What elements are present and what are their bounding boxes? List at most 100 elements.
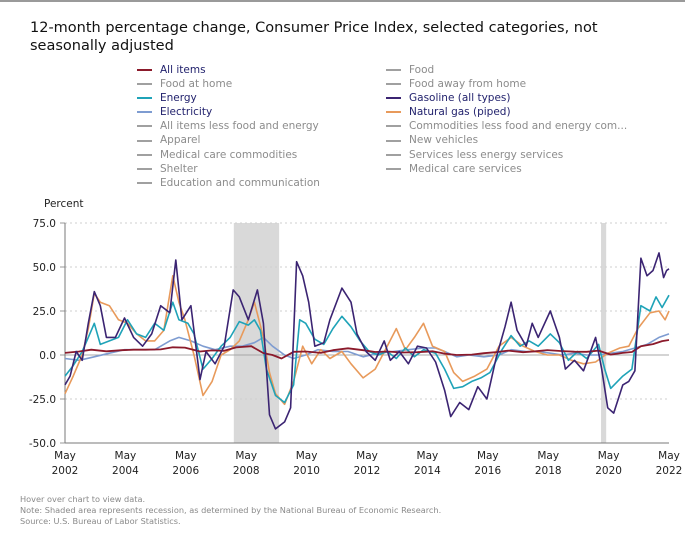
legend-swatch-icon	[386, 111, 401, 114]
y-tick-labels: 75.0 50.0 25.0 0.0 -25.0 -50.0	[29, 218, 56, 450]
y-tick-label: 0.0	[39, 350, 56, 362]
y-tick-label: 75.0	[33, 218, 56, 230]
x-tick-label-year: 2010	[293, 465, 320, 477]
legend-swatch-icon	[386, 97, 401, 100]
y-tick-label: -50.0	[29, 438, 56, 450]
x-tick-label-year: 2018	[535, 465, 562, 477]
legend-item[interactable]: Electricity	[137, 105, 320, 119]
x-tick-label-year: 2008	[233, 465, 260, 477]
legend-label: Medical care commodities	[160, 148, 298, 161]
legend-item[interactable]: Medical care services	[386, 162, 627, 176]
x-tick-labels: May 2002 May 2004 May 2006 May 2008 May 2010 May 20…	[52, 450, 683, 477]
recession-band	[601, 223, 607, 443]
legend-item[interactable]: All items less food and energy	[137, 119, 320, 133]
footnotes: Hover over chart to view data. Note: Sha…	[20, 494, 441, 527]
series-line-electricity[interactable]	[64, 333, 670, 362]
legend-label: Food away from home	[409, 78, 527, 91]
y-tick-label: -25.0	[29, 394, 56, 406]
legend-item[interactable]: New vehicles	[386, 133, 627, 147]
legend-item[interactable]: Gasoline (all types)	[386, 91, 627, 105]
legend-item[interactable]: Natural gas (piped)	[386, 105, 627, 119]
series-lines[interactable]	[64, 252, 670, 430]
legend-swatch-icon	[137, 111, 152, 114]
x-tick-label-month: May	[54, 450, 76, 462]
legend-label: New vehicles	[409, 134, 479, 147]
x-tick-label-month: May	[235, 450, 257, 462]
y-axis-label: Percent	[44, 198, 84, 210]
legend-label: Natural gas (piped)	[409, 106, 511, 119]
legend-item[interactable]: Food away from home	[386, 77, 627, 91]
x-tick-label-month: May	[175, 450, 197, 462]
y-tick-label: 25.0	[33, 306, 56, 318]
legend-label: Apparel	[160, 134, 201, 147]
x-tick-label-month: May	[356, 450, 378, 462]
hover-hint: Hover over chart to view data.	[20, 494, 146, 504]
gridlines	[60, 222, 669, 444]
legend-item[interactable]: Commodities less food and energy com...	[386, 119, 627, 133]
legend-label: Education and communication	[160, 176, 320, 189]
legend-swatch-icon	[386, 83, 401, 86]
legend-swatch-icon	[137, 69, 152, 72]
legend-swatch-icon	[386, 139, 401, 142]
x-tick-label-month: May	[537, 450, 559, 462]
legend-swatch-icon	[137, 97, 152, 100]
legend-swatch-icon	[386, 167, 401, 170]
legend-left-column: All items Food at home Energy Electricity Al…	[137, 63, 320, 190]
x-tick-label-year: 2006	[172, 465, 199, 477]
legend-label: Food at home	[160, 78, 233, 91]
recession-note: Note: Shaded area represents recession, …	[20, 505, 442, 515]
legend-label: Shelter	[160, 162, 198, 175]
x-tick-label-month: May	[296, 450, 318, 462]
top-border	[0, 0, 685, 2]
series-line-gasoline-all-types[interactable]	[64, 252, 670, 430]
axes	[64, 223, 669, 444]
series-line-all-items[interactable]	[64, 339, 670, 360]
legend-swatch-icon	[386, 125, 401, 128]
recession-band	[233, 223, 280, 443]
x-tick-label-year: 2014	[414, 465, 441, 477]
legend-label: Gasoline (all types)	[409, 92, 511, 105]
x-tick-label-year: 2016	[474, 465, 501, 477]
legend-label: Commodities less food and energy com...	[409, 120, 628, 133]
x-tick-label-year: 2020	[595, 465, 622, 477]
legend-label: All items	[160, 64, 206, 76]
x-tick-label-month: May	[115, 450, 137, 462]
legend-swatch-icon	[137, 153, 152, 156]
legend-swatch-icon	[386, 69, 401, 72]
chart-title: 12-month percentage change, Consumer Pri…	[30, 20, 598, 54]
legend-item[interactable]: Shelter	[137, 162, 320, 176]
legend-item[interactable]: Energy	[137, 91, 320, 105]
legend-swatch-icon	[386, 153, 401, 156]
legend-item[interactable]: Food	[386, 63, 627, 77]
legend-item[interactable]: Apparel	[137, 133, 320, 147]
legend-label: Food	[409, 64, 435, 76]
legend-item[interactable]: All items	[137, 63, 320, 77]
legend-right-column: Food Food away from home Gasoline (all typ…	[386, 63, 627, 176]
legend-swatch-icon	[137, 83, 152, 86]
legend-label: Medical care services	[409, 162, 522, 175]
legend-swatch-icon	[137, 125, 152, 128]
legend-label: Energy	[160, 92, 197, 105]
x-tick-label-year: 2022	[656, 465, 683, 477]
x-tick-label-month: May	[598, 450, 620, 462]
x-tick-label-month: May	[658, 450, 680, 462]
legend-label: Electricity	[160, 106, 213, 119]
source-note: Source: U.S. Bureau of Labor Statistics.	[20, 516, 181, 526]
series-line-energy[interactable]	[64, 294, 670, 404]
x-tick-label-year: 2004	[112, 465, 139, 477]
legend-item[interactable]: Medical care commodities	[137, 148, 320, 162]
legend-label: All items less food and energy	[160, 120, 319, 133]
x-tick-label-year: 2002	[52, 465, 79, 477]
legend-swatch-icon	[137, 167, 152, 170]
legend-item[interactable]: Education and communication	[137, 176, 320, 190]
legend-item[interactable]: Services less energy services	[386, 148, 627, 162]
y-tick-label: 50.0	[33, 262, 56, 274]
legend-swatch-icon	[137, 139, 152, 142]
x-tick-label-year: 2012	[354, 465, 381, 477]
x-tick-label-month: May	[417, 450, 439, 462]
series-line-natural-gas-piped[interactable]	[64, 275, 670, 406]
legend-item[interactable]: Food at home	[137, 77, 320, 91]
legend-label: Services less energy services	[409, 148, 564, 161]
x-tick-label-month: May	[477, 450, 499, 462]
